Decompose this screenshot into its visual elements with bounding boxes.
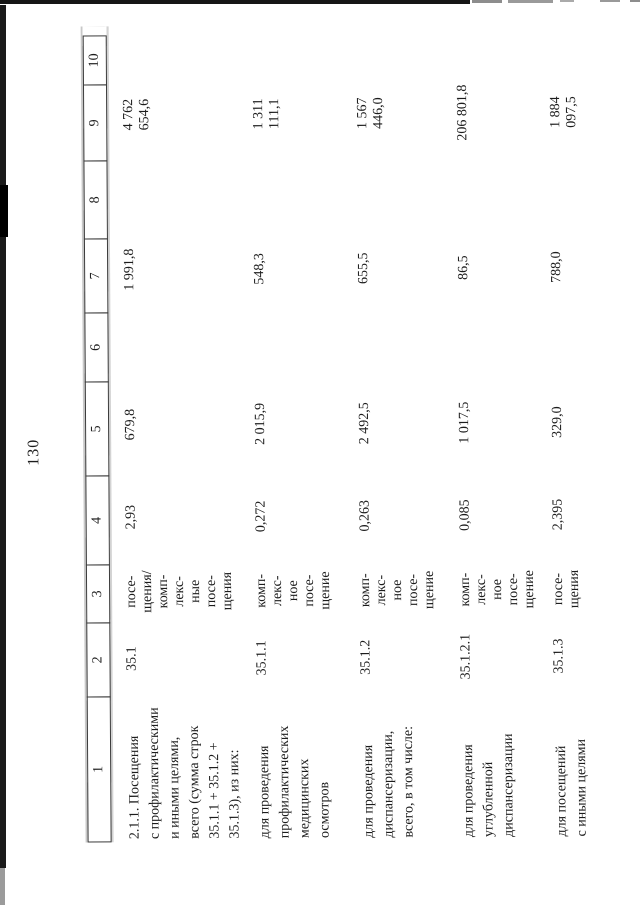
cell-value: 2 492,5 [356,402,373,445]
cell-row-code: 35.1.3 [551,638,567,674]
table-row: для проведения профилактических медицинс… [251,25,336,841]
column-number-cell: 2 [86,622,111,698]
scan-edge-artifact-top [0,0,470,4]
cell-unit: комп- лекс- ное посе- щение [253,571,334,610]
cell-row-code: 35.1.1 [254,640,270,676]
column-number-cell: 9 [82,84,108,162]
scan-edge-artifact-dash [472,0,502,3]
scan-edge-artifact-dash [560,0,574,2]
column-number-cell: 1 [86,696,112,843]
scan-edge-artifact-dash [600,0,620,2]
cell-value: 4 762 654,6 [121,98,153,131]
cell-value: 329,0 [549,406,566,438]
table-row: 2.1.1. Посещения с профилактическими и и… [121,26,246,843]
column-number-cell: 8 [83,160,108,240]
cell-row-code: 35.1.2 [358,639,374,675]
cell-value: 1 017,5 [456,401,473,444]
cell-value: 788,0 [549,251,565,283]
cell-value: 1 567 446,0 [355,97,387,130]
column-number-cell: 6 [84,312,109,383]
scan-edge-artifact-dash [630,0,640,2]
cell-value: 1 884 097,5 [548,96,580,128]
column-number-cell: 4 [85,475,110,566]
cell-unit: посе- щения/ комп- лекс- ные посе- щения [123,570,236,613]
cell-value: 206 801,8 [454,84,471,141]
cell-value: 2 015,9 [252,402,269,445]
table-row: для посещений с иными целями 35.1.3 посе… [548,23,593,839]
cell-value: 2,93 [123,504,139,530]
cell-value: 655,5 [356,252,372,285]
cell-row-code: 35.1.2.1 [458,633,474,680]
cell-value: 1 311 111,1 [251,98,283,130]
tariff-table: 1 2 3 4 5 6 7 8 9 10 2.1.1. Посещения с … [82,26,590,843]
cell-row-code: 35.1 [124,646,140,671]
cell-value: 548,3 [252,253,268,285]
table-row: для проведения углубленной диспансеризац… [455,24,540,840]
cell-indicator-name: 2.1.1. Посещения с профилактическими и и… [126,707,243,840]
cell-value: 0,263 [357,499,373,532]
scan-edge-artifact-left-blob [0,185,8,237]
page-number: 130 [25,438,43,466]
cell-value: 86,5 [456,255,472,280]
cell-unit: комп- лекс- ное посе- щение [457,570,538,609]
cell-value: 1 991,8 [121,248,138,291]
column-number-cell: 7 [83,238,109,314]
cell-value: 2,395 [550,498,566,531]
cell-value: 679,8 [122,408,139,441]
cell-indicator-name: для проведения диспансеризации, всего, в… [361,725,417,838]
scan-edge-artifact-dash [508,0,553,3]
cell-indicator-name: для посещений с иными целями [554,738,590,837]
scan-edge-artifact-left-fade [0,868,5,905]
cell-unit: комп- лекс- ное посе- щение [357,570,438,610]
table-row: для проведения диспансеризации, всего, в… [355,24,440,840]
cell-indicator-name: для проведения профилактических медицинс… [257,725,333,839]
column-number-cell: 3 [85,564,111,624]
scan-edge-artifact-left [0,5,6,868]
column-number-cell: 10 [82,35,107,86]
cell-unit: посе- щения [550,569,583,609]
column-number-cell: 5 [84,381,110,477]
cell-indicator-name: для проведения углубленной диспансеризац… [461,733,517,838]
cell-value: 0,085 [457,499,473,531]
cell-value: 0,272 [253,500,269,533]
column-number-row: 1 2 3 4 5 6 7 8 9 10 [82,26,112,843]
